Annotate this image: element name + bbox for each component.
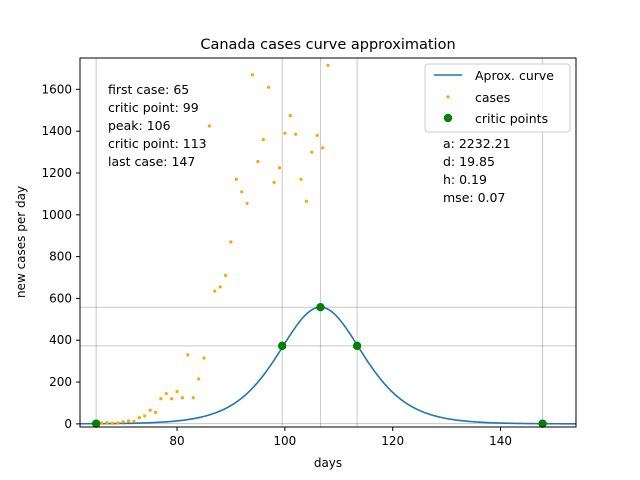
case-point-18 bbox=[191, 396, 195, 400]
case-point-17 bbox=[186, 353, 190, 357]
x-tick-label-2: 120 bbox=[381, 434, 404, 448]
case-point-13 bbox=[164, 391, 168, 396]
critic-point-0 bbox=[91, 419, 101, 428]
y-axis-label: new cases per day bbox=[14, 186, 28, 298]
critic-point-2 bbox=[316, 303, 325, 312]
legend-swatch-cases bbox=[446, 95, 450, 99]
legend-label-curve: Aprox. curve bbox=[475, 68, 554, 83]
y-tick-label-5: 1000 bbox=[41, 208, 72, 222]
case-point-32 bbox=[267, 85, 271, 89]
case-point-16 bbox=[180, 396, 185, 400]
y-tick-label-7: 1400 bbox=[41, 124, 72, 138]
case-point-8 bbox=[137, 415, 141, 420]
case-point-7 bbox=[132, 419, 136, 423]
case-point-36 bbox=[288, 113, 292, 118]
case-point-33 bbox=[272, 180, 276, 184]
case-point-19 bbox=[197, 377, 201, 381]
case-point-29 bbox=[250, 73, 255, 77]
y-tick-label-3: 600 bbox=[49, 291, 72, 305]
legend-swatch-critic-points bbox=[443, 113, 453, 123]
case-point-15 bbox=[175, 389, 179, 394]
case-point-22 bbox=[213, 289, 217, 293]
plot-frame bbox=[79, 57, 577, 428]
critic-point-3 bbox=[352, 341, 362, 351]
critic-points-layer bbox=[91, 303, 547, 428]
chart-title: Canada cases curve approximation bbox=[200, 37, 455, 53]
case-point-37 bbox=[294, 132, 298, 136]
annotation-first-case: first case: 65 bbox=[108, 82, 189, 97]
y-tick-label-8: 1600 bbox=[41, 82, 72, 96]
case-point-2 bbox=[105, 421, 109, 425]
cases-layer bbox=[94, 63, 330, 426]
annotation-last-case: last case: 147 bbox=[108, 154, 195, 169]
approximation-curve bbox=[79, 306, 577, 425]
case-point-24 bbox=[223, 273, 228, 278]
critic-point-1 bbox=[277, 341, 287, 351]
case-point-34 bbox=[277, 166, 282, 170]
case-point-30 bbox=[256, 159, 260, 164]
case-point-10 bbox=[148, 408, 152, 412]
legend-label-critic-points: critic points bbox=[475, 111, 548, 126]
annotation-critic-point-1: critic point: 99 bbox=[108, 100, 199, 115]
case-point-5 bbox=[121, 420, 125, 424]
annotation-critic-point-2: critic point: 113 bbox=[108, 136, 207, 151]
case-point-1 bbox=[99, 421, 104, 425]
legend-box bbox=[424, 63, 571, 133]
y-tick-label-1: 200 bbox=[49, 375, 72, 389]
x-tick-label-1: 100 bbox=[273, 434, 296, 448]
case-point-4 bbox=[116, 421, 120, 425]
annotation-peak: peak: 106 bbox=[108, 118, 171, 133]
case-point-3 bbox=[110, 421, 114, 425]
annotation-param-d: d: 19.85 bbox=[443, 154, 495, 169]
critic-point-4 bbox=[538, 419, 547, 428]
case-point-43 bbox=[326, 63, 330, 67]
curve-layer bbox=[79, 306, 577, 425]
case-point-9 bbox=[143, 414, 147, 418]
case-point-11 bbox=[153, 410, 158, 414]
case-point-6 bbox=[126, 419, 131, 423]
case-point-25 bbox=[229, 240, 233, 244]
case-point-31 bbox=[261, 137, 265, 142]
case-point-27 bbox=[240, 190, 244, 194]
legend: Aprox. curve cases critic points bbox=[424, 63, 571, 133]
y-tick-label-6: 1200 bbox=[41, 166, 72, 180]
y-axis-ticks: 0 200 400 600 800 1000 1200 1400 1600 bbox=[41, 82, 80, 431]
case-point-41 bbox=[315, 133, 319, 137]
annotation-mse: mse: 0.07 bbox=[443, 190, 505, 205]
case-point-14 bbox=[170, 397, 174, 401]
case-point-21 bbox=[207, 124, 211, 128]
case-point-40 bbox=[310, 150, 314, 154]
case-point-35 bbox=[283, 131, 287, 135]
x-axis-label: days bbox=[314, 456, 342, 470]
y-tick-label-2: 400 bbox=[49, 333, 72, 347]
x-tick-label-3: 140 bbox=[489, 434, 512, 448]
case-point-26 bbox=[234, 177, 238, 181]
case-point-39 bbox=[304, 199, 309, 203]
x-tick-label-0: 80 bbox=[169, 434, 184, 448]
case-point-20 bbox=[202, 356, 206, 360]
annotation-param-a: a: 2232.21 bbox=[443, 136, 511, 151]
stats-annotation-left: first case: 65 critic point: 99 peak: 10… bbox=[108, 82, 207, 169]
case-point-12 bbox=[159, 397, 163, 401]
case-point-42 bbox=[321, 146, 325, 150]
x-axis-ticks: 80 100 120 140 bbox=[169, 427, 512, 448]
case-point-28 bbox=[245, 201, 249, 205]
case-point-23 bbox=[218, 285, 222, 289]
case-point-38 bbox=[299, 177, 303, 181]
y-tick-label-0: 0 bbox=[64, 417, 72, 431]
annotation-param-h: h: 0.19 bbox=[443, 172, 487, 187]
y-tick-label-4: 800 bbox=[49, 250, 72, 264]
legend-label-cases: cases bbox=[475, 90, 510, 105]
params-annotation-right: a: 2232.21 d: 19.85 h: 0.19 mse: 0.07 bbox=[443, 136, 511, 205]
